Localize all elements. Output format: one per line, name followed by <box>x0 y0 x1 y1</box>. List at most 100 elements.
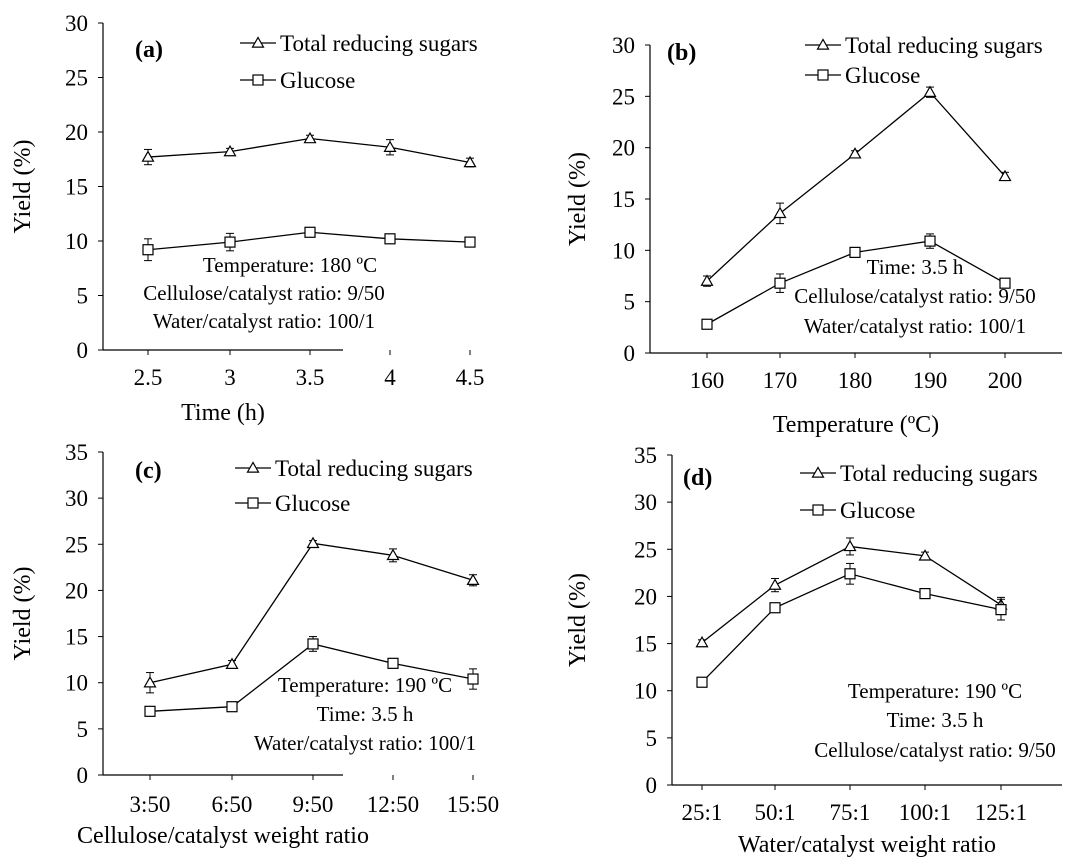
x-tick-label: 4 <box>384 365 396 390</box>
condition-annotation: Cellulose/catalyst ratio: 9/50 <box>814 738 1055 762</box>
legend-label: Total reducing sugars <box>280 31 478 56</box>
legend-marker-triangle <box>811 466 825 478</box>
data-point-square <box>464 236 476 248</box>
data-point-triangle <box>383 140 397 152</box>
x-axis-title: Water/catalyst weight ratio <box>738 832 996 858</box>
x-axis-title: Time (h) <box>181 400 265 426</box>
y-tick-label: 10 <box>65 229 88 254</box>
y-tick-label: 5 <box>77 284 89 309</box>
data-point-square <box>924 235 936 247</box>
data-point-square <box>999 277 1011 289</box>
x-tick-label: 3:50 <box>130 792 171 817</box>
data-point-triangle <box>143 676 157 688</box>
y-tick-label: 5 <box>77 717 89 742</box>
condition-annotation: Time: 3.5 h <box>887 708 984 732</box>
y-tick-label: 35 <box>65 440 88 465</box>
y-tick-label: 0 <box>77 338 89 363</box>
condition-annotation: Temperature: 180 ºC <box>203 253 377 277</box>
y-tick-label: 30 <box>612 33 635 58</box>
legend-label: Total reducing sugars <box>845 33 1043 58</box>
condition-annotation: Cellulose/catalyst ratio: 9/50 <box>794 284 1035 308</box>
legend-label: Total reducing sugars <box>275 456 473 481</box>
legend-marker-triangle <box>251 36 265 48</box>
data-point-triangle <box>843 539 857 552</box>
condition-annotation: Water/catalyst ratio: 100/1 <box>153 309 375 333</box>
data-point-triangle <box>768 578 782 590</box>
data-point-square <box>384 233 396 245</box>
series-total-reducing-sugars <box>143 536 480 694</box>
data-point-triangle <box>306 536 320 549</box>
y-tick-label: 10 <box>612 238 635 263</box>
y-tick-label: 15 <box>612 187 635 212</box>
condition-annotation: Cellulose/catalyst ratio: 9/50 <box>143 281 384 305</box>
condition-annotation: Time: 3.5 h <box>317 702 414 726</box>
y-tick-label: 15 <box>65 175 88 200</box>
data-point-square <box>226 701 238 713</box>
y-tick-label: 0 <box>77 763 89 788</box>
legend-entry: Glucose <box>235 491 350 516</box>
x-tick-label: 6:50 <box>212 792 253 817</box>
panel-label: (d) <box>683 465 712 491</box>
data-point-square <box>774 277 786 289</box>
data-point-triangle <box>223 144 237 157</box>
y-tick-label: 25 <box>65 66 88 91</box>
legend-entry: Total reducing sugars <box>805 33 1043 58</box>
panel-label: (a) <box>135 37 163 63</box>
data-point-square <box>769 602 781 614</box>
series-total-reducing-sugars <box>141 131 477 168</box>
x-tick-label: 2.5 <box>134 365 163 390</box>
data-point-triangle <box>225 657 239 669</box>
legend-marker-square <box>817 69 829 81</box>
condition-annotation: Temperature: 190 ºC <box>278 673 452 697</box>
y-tick-label: 20 <box>612 136 635 161</box>
legend-label: Glucose <box>280 68 355 93</box>
legend-entry: Glucose <box>805 63 920 88</box>
data-point-triangle <box>303 131 317 144</box>
y-tick-label: 0 <box>624 341 636 366</box>
condition-annotation: Water/catalyst ratio: 100/1 <box>254 731 476 755</box>
condition-annotation: Water/catalyst ratio: 100/1 <box>804 314 1026 338</box>
legend-marker-square <box>247 497 259 509</box>
data-point-triangle <box>463 155 477 168</box>
y-tick-label: 10 <box>634 679 657 704</box>
series-total-reducing-sugars <box>695 537 1008 648</box>
condition-annotation: Time: 3.5 h <box>867 255 964 279</box>
data-point-triangle <box>998 169 1012 182</box>
x-tick-label: 25:1 <box>682 800 723 825</box>
data-point-square <box>701 318 713 330</box>
series-line <box>701 545 1002 644</box>
series-glucose <box>142 226 476 262</box>
y-tick-label: 20 <box>65 578 88 603</box>
x-tick-label: 100:1 <box>899 800 951 825</box>
chart-panel-d: 0 5 10 15 20 25 30 35 25:1 50:1 75:1 100:1 125:1 Wate… <box>565 443 1062 858</box>
y-tick-label: 25 <box>65 532 88 557</box>
data-point-triangle <box>466 573 480 586</box>
y-tick-label: 30 <box>634 490 657 515</box>
data-point-triangle <box>923 85 937 97</box>
y-axis-title: Yield (%) <box>565 152 591 246</box>
chart-panel-a: 0 5 10 15 20 25 30 2.5 3 3.5 4 4.5 Time (h) Yield (%)… <box>10 11 484 426</box>
data-point-square <box>696 676 708 688</box>
y-tick-label: 5 <box>624 290 636 315</box>
x-tick-label: 160 <box>690 368 725 393</box>
y-tick-label: 20 <box>65 120 88 145</box>
x-tick-label: 3 <box>224 365 236 390</box>
y-axis-title: Yield (%) <box>10 567 36 661</box>
data-point-triangle <box>918 549 932 561</box>
data-point-triangle <box>141 150 155 162</box>
data-point-square <box>307 638 319 650</box>
series-total-reducing-sugars <box>700 85 1012 287</box>
y-tick-label: 5 <box>646 726 658 751</box>
y-tick-label: 15 <box>634 632 657 657</box>
data-point-square <box>142 244 154 256</box>
x-tick-label: 15:50 <box>447 792 499 817</box>
data-point-square <box>467 673 479 685</box>
y-tick-label: 30 <box>65 486 88 511</box>
legend-entry: Glucose <box>800 498 915 523</box>
data-point-square <box>224 236 236 248</box>
data-point-triangle <box>700 274 714 286</box>
legend-entry: Total reducing sugars <box>235 456 473 481</box>
series-line <box>701 573 1002 683</box>
y-tick-label: 25 <box>612 84 635 109</box>
